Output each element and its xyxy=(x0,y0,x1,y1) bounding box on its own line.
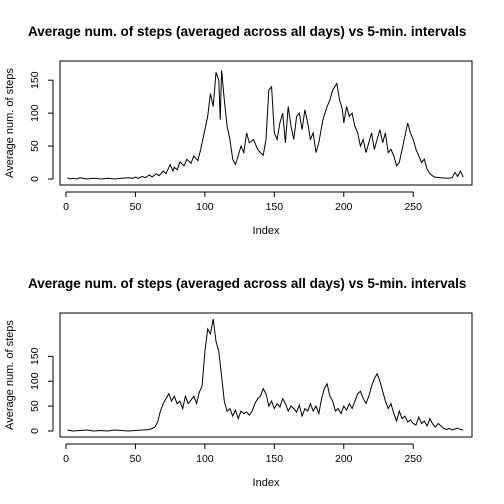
y-tick-label: 50 xyxy=(29,140,41,152)
y-tick-label: 150 xyxy=(29,347,41,365)
x-tick-label: 250 xyxy=(404,453,422,465)
chart-2-ylabel: Average num. of steps xyxy=(4,320,16,430)
x-tick-label: 150 xyxy=(266,201,284,213)
series-line-1 xyxy=(67,70,464,180)
chart-2-series-group xyxy=(67,318,464,432)
x-tick-label: 0 xyxy=(63,201,69,213)
series-line-1 xyxy=(67,318,464,432)
chart-1-plot-frame xyxy=(59,60,473,186)
chart-1-axes: 0 50 100 150 200 250 0 50 100 150 xyxy=(29,71,422,213)
y-tick-label: 50 xyxy=(29,400,41,412)
y-tick-label: 150 xyxy=(29,71,41,89)
x-tick-label: 100 xyxy=(196,453,214,465)
x-tick-label: 50 xyxy=(130,453,142,465)
x-tick-label: 50 xyxy=(130,201,142,213)
chart-1-xlabel: Index xyxy=(253,225,280,237)
x-tick-label: 150 xyxy=(266,453,284,465)
chart-2-xlabel: Index xyxy=(253,477,280,489)
y-tick-label: 100 xyxy=(29,104,41,122)
chart-2-title: Average num. of steps (averaged across a… xyxy=(28,276,466,291)
x-tick-label: 200 xyxy=(335,201,353,213)
x-tick-label: 200 xyxy=(335,453,353,465)
chart-2-plot-frame xyxy=(59,312,473,438)
y-tick-label: 0 xyxy=(29,428,41,434)
x-tick-label: 0 xyxy=(63,453,69,465)
chart-1-title: Average num. of steps (averaged across a… xyxy=(28,24,466,39)
chart-1-ylabel: Average num. of steps xyxy=(4,68,16,178)
chart-1-series-group xyxy=(67,70,464,180)
chart-panel-2: Average num. of steps (averaged across a… xyxy=(4,276,473,489)
chart-panel-1: Average num. of steps (averaged across a… xyxy=(4,24,473,237)
y-tick-label: 100 xyxy=(29,372,41,390)
chart-2-axes: 0 50 100 150 200 250 0 50 100 150 xyxy=(29,347,422,465)
y-tick-label: 0 xyxy=(29,176,41,182)
x-tick-label: 250 xyxy=(404,201,422,213)
x-tick-label: 100 xyxy=(196,201,214,213)
